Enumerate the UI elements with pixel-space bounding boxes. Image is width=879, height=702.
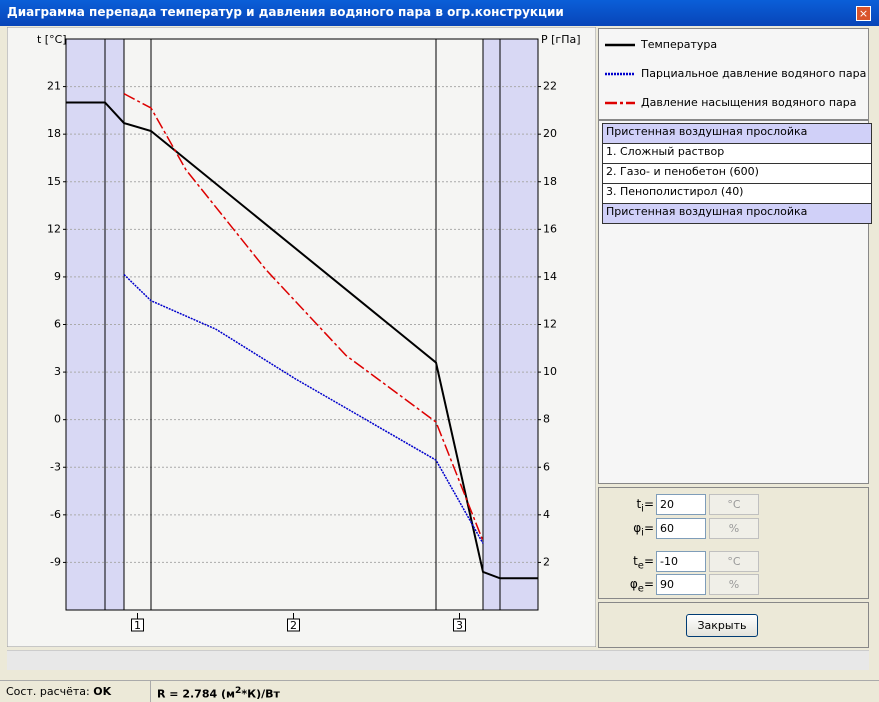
y-tick-label: -6: [50, 508, 61, 521]
layer-item: Пристенная воздушная прослойка: [602, 203, 872, 224]
y2-tick-label: 22: [543, 80, 557, 93]
y2-tick-label: 16: [543, 222, 557, 235]
layer-label: 1: [134, 619, 141, 632]
input-subscript: i: [641, 527, 644, 539]
r-text: R = 2.784 (м: [157, 687, 235, 701]
y-tick-label: 6: [54, 318, 61, 331]
y2-tick-label: 10: [543, 365, 557, 378]
legend-swatch: [605, 72, 635, 76]
layer-label: 3: [456, 619, 463, 632]
input-unit: °C: [709, 494, 759, 515]
input-subscript: i: [641, 503, 644, 515]
series-line: [66, 101, 538, 580]
legend-swatch: [605, 101, 635, 105]
y-tick-label: -3: [50, 460, 61, 473]
input-field[interactable]: -10: [656, 551, 706, 572]
legend-label: Парциальное давление водяного пара: [641, 67, 867, 80]
legend-label: Температура: [641, 38, 718, 51]
status-label: Сост. расчёта:: [6, 685, 90, 698]
layer-item: 1. Сложный раствор: [602, 143, 872, 164]
input-field[interactable]: 60: [656, 518, 706, 539]
resistance: R = 2.784 (м2*К)/Вт: [150, 681, 286, 702]
legend: Температура Парциальное давление водяного…: [598, 28, 869, 120]
input-symbol: t: [633, 554, 638, 568]
input-label: te=: [619, 554, 654, 571]
button-panel: Закрыть: [598, 602, 869, 648]
window-footer: [7, 650, 869, 670]
input-eq: =: [643, 521, 654, 535]
y-tick-label: -9: [50, 555, 61, 568]
input-subscript: e: [637, 560, 644, 572]
input-unit: °C: [709, 551, 759, 572]
y2-tick-label: 4: [543, 508, 550, 521]
input-panel: ti= 20 °C φi= 60% te= -10 °C φe= 90%: [598, 487, 869, 599]
input-eq: =: [643, 577, 654, 591]
layer-label: 2: [290, 619, 297, 632]
layer-item: 3. Пенополистирол (40): [602, 183, 872, 204]
y-axis-title: t [°C]: [37, 33, 67, 46]
y2-tick-label: 18: [543, 175, 557, 188]
y-tick-label: 18: [47, 127, 61, 140]
y2-tick-label: 20: [543, 127, 557, 140]
r-sup: 2: [235, 685, 242, 696]
status-bar: Сост. расчёта: OK R = 2.784 (м2*К)/Вт: [0, 680, 879, 702]
r-unit: *К)/Вт: [241, 687, 280, 701]
input-label: φe=: [619, 577, 654, 594]
input-field[interactable]: 20: [656, 494, 706, 515]
close-button[interactable]: Закрыть: [686, 614, 758, 637]
button-label: Закрыть: [697, 619, 747, 632]
input-label: ti=: [619, 497, 654, 514]
layer-list: Пристенная воздушная прослойка 1. Сложный…: [598, 120, 872, 484]
input-subscript: e: [637, 583, 644, 595]
title-bar: Диаграмма перепада температур и давления…: [0, 0, 879, 26]
input-eq: =: [643, 497, 654, 511]
series-line: [123, 93, 484, 542]
layer-item: Пристенная воздушная прослойка: [602, 123, 872, 144]
y2-tick-label: 12: [543, 318, 557, 331]
y-tick-label: 15: [47, 175, 61, 188]
y-tick-label: 12: [47, 222, 61, 235]
y-tick-label: 21: [47, 80, 61, 93]
input-unit: %: [709, 518, 759, 539]
y2-tick-label: 14: [543, 270, 557, 283]
y-tick-label: 3: [54, 365, 61, 378]
y-tick-label: 9: [54, 270, 61, 283]
y-tick-label: 0: [54, 413, 61, 426]
close-icon[interactable]: ×: [856, 6, 871, 21]
legend-swatch: [605, 43, 635, 47]
input-symbol: t: [636, 497, 642, 511]
layer-item: 2. Газо- и пенобетон (600): [602, 163, 872, 184]
plot-frame: [65, 38, 539, 611]
y2-tick-label: 2: [543, 555, 550, 568]
input-label: φi=: [619, 521, 654, 538]
legend-label: Давление насыщения водяного пара: [641, 96, 857, 109]
window-title: Диаграмма перепада температур и давления…: [7, 5, 564, 19]
input-field[interactable]: 90: [656, 574, 706, 595]
input-symbol: φ: [633, 521, 642, 535]
input-eq: =: [643, 554, 654, 568]
y2-tick-label: 6: [543, 460, 550, 473]
input-unit: %: [709, 574, 759, 595]
y2-axis-title: P [гПа]: [541, 33, 581, 46]
status-value: OK: [93, 685, 112, 698]
series-line: [123, 273, 484, 544]
y2-tick-label: 8: [543, 413, 550, 426]
input-symbol: φ: [629, 577, 638, 591]
